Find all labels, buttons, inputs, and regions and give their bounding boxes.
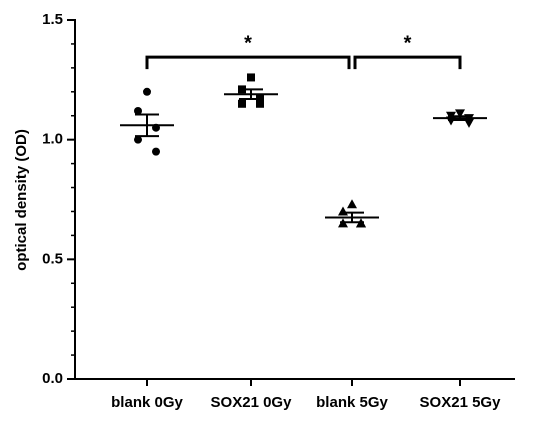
error-bar [448,115,472,122]
data-point [455,109,465,119]
y-tick-label: 0.5 [42,250,63,267]
y-tick-label: 1.5 [42,11,63,28]
error-bar [340,211,364,224]
data-point [134,135,142,144]
data-point [143,87,151,96]
data-point [247,73,255,82]
error-bar [239,88,263,100]
data-point [347,199,357,209]
x-tick-label: SOX21 5Gy [420,394,502,411]
y-axis-label: optical density (OD) [13,129,30,271]
y-tick-label: 1.0 [42,131,63,148]
x-tick-label: blank 0Gy [111,394,183,411]
y-tick-label: 0.0 [42,370,63,387]
x-tick-label: SOX21 0Gy [211,394,293,411]
data-point [134,106,142,115]
significance-label: * [404,32,412,54]
significance-label: * [244,32,252,54]
significance-bracket [353,55,462,70]
significance-bracket [145,55,351,70]
error-bar [135,113,159,138]
data-point [238,99,246,108]
data-point [152,147,160,156]
data-point [256,99,264,108]
data-point [338,206,348,216]
x-tick-label: blank 5Gy [316,394,388,411]
data-point [464,118,474,128]
